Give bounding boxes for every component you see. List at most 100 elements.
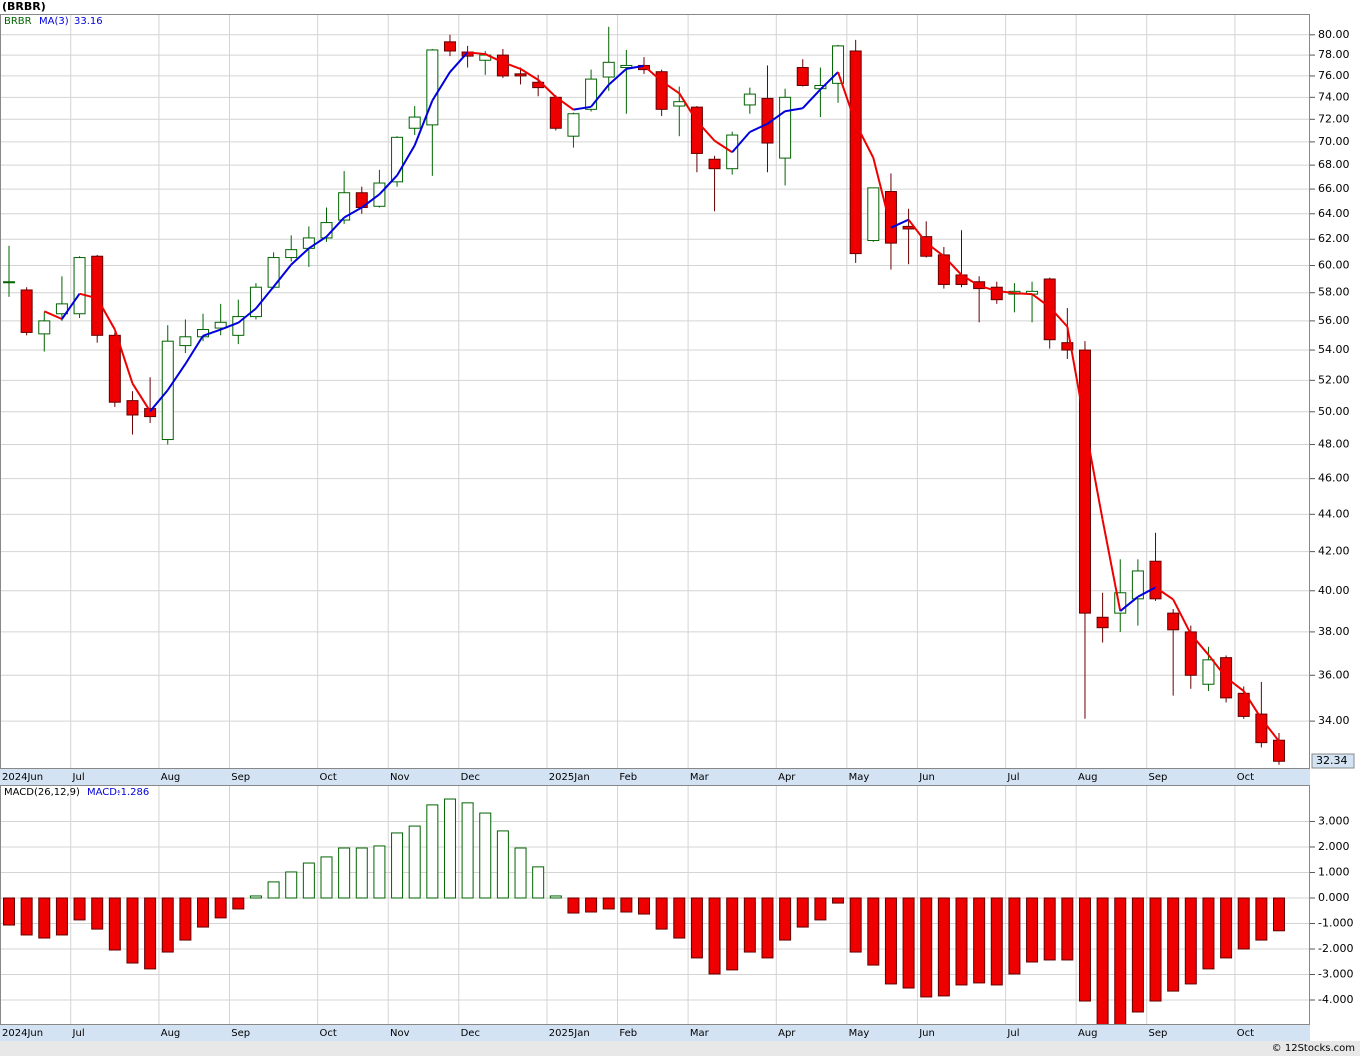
y-tick-label: 0.000 (1318, 891, 1350, 904)
bar (761, 897, 774, 959)
candle-body (391, 136, 404, 183)
ma-segment (661, 80, 680, 95)
footer: © 12Stocks.com (1272, 1043, 1355, 1054)
ma-segment (590, 84, 610, 108)
bar (1114, 897, 1127, 1025)
bar (408, 825, 421, 899)
candle-body (408, 116, 421, 129)
bar (1255, 897, 1268, 941)
candle-body (55, 303, 68, 315)
ma-segment (272, 263, 293, 288)
ma-segment (784, 107, 803, 113)
candle-body (1273, 739, 1285, 762)
bar (3, 897, 15, 926)
ma-segment (61, 293, 81, 320)
x-tick-label: Jul (1006, 772, 1019, 783)
bar (884, 897, 897, 985)
y-tick-label: 78.00 (1318, 48, 1350, 61)
ma-segment (1225, 676, 1245, 692)
ma-segment (573, 105, 592, 111)
ma-segment (1101, 519, 1122, 612)
candle-body (514, 73, 527, 77)
last-price-box (1311, 753, 1355, 769)
y-tick-label: 62.00 (1318, 232, 1350, 245)
ma-segment (608, 68, 628, 86)
bar (285, 871, 298, 899)
x-tick-label: 2024Jun (2, 1028, 43, 1039)
y-tick-label: 70.00 (1318, 135, 1350, 148)
x-tick-label: Sep (1149, 1028, 1168, 1039)
ma-segment (766, 110, 786, 125)
bar (479, 812, 492, 899)
x-tick-label: Oct (1237, 772, 1254, 783)
ma-segment (978, 284, 998, 292)
bar (461, 802, 474, 899)
candle-body (1149, 560, 1162, 600)
candle-body (214, 321, 227, 329)
plot (3, 798, 1285, 1025)
candle-body (179, 336, 192, 347)
ma-segment (79, 292, 98, 300)
x-tick-label: Aug (161, 1028, 181, 1039)
ma-segment (396, 144, 416, 176)
x-tick-label: 2024Jun (2, 772, 43, 783)
x-tick-label: Aug (1078, 1028, 1098, 1039)
ma-segment (1172, 598, 1192, 635)
candle-body (1131, 570, 1144, 600)
candle-body (673, 101, 686, 107)
ma-segment (643, 65, 663, 82)
candle-body (849, 50, 862, 255)
x-axis-band (0, 1025, 1310, 1041)
bar (867, 897, 880, 966)
ma-segment (1119, 596, 1139, 612)
ma-segment (696, 120, 716, 142)
candle-body (126, 400, 139, 416)
y-tick-label: 58.00 (1318, 286, 1350, 299)
candle-body (1114, 592, 1127, 614)
candle-body (1167, 612, 1180, 631)
y-tick-label: 48.00 (1318, 438, 1350, 451)
candle-body (1096, 616, 1109, 629)
bar (532, 866, 545, 899)
x-tick-label: Jul (72, 1028, 85, 1039)
candle-body (73, 257, 86, 315)
bar (55, 897, 68, 936)
bar (832, 897, 845, 904)
ma-segment (890, 218, 909, 229)
legend-ma-value: 33.16 (74, 16, 103, 27)
bar (1273, 897, 1285, 932)
x-tick-label: 2025Jan (549, 772, 590, 783)
y-tick-label: -3.000 (1318, 968, 1353, 981)
ma-segment (537, 79, 557, 98)
ma-segment (166, 363, 187, 391)
ma-segment (943, 255, 963, 276)
x-tick-label: Oct (320, 1028, 337, 1039)
ma-segment (854, 122, 875, 159)
bar (514, 847, 527, 899)
candle-body (91, 255, 104, 336)
bar (849, 897, 862, 953)
bar (549, 895, 562, 899)
candle-body (937, 254, 950, 285)
candle-body (743, 93, 756, 106)
candle-body (443, 41, 456, 52)
ma-segment (290, 247, 310, 266)
y-tick-label: 42.00 (1318, 545, 1350, 558)
ma-segment (378, 174, 398, 196)
ma-segment (1207, 654, 1227, 679)
y-tick-label: 54.00 (1318, 343, 1350, 356)
bar (38, 897, 51, 939)
bar (496, 830, 509, 899)
ma-segment (431, 71, 451, 102)
x-tick-label: May (849, 1028, 870, 1039)
bar (126, 897, 139, 964)
y-tick-label: 3.000 (1318, 814, 1350, 827)
footer-band (0, 1041, 1360, 1056)
bar (108, 897, 121, 951)
x-tick-label: Apr (778, 772, 796, 783)
candle-body (585, 78, 598, 110)
bar (426, 804, 439, 899)
bar (214, 897, 227, 919)
ma-segment (484, 53, 504, 64)
